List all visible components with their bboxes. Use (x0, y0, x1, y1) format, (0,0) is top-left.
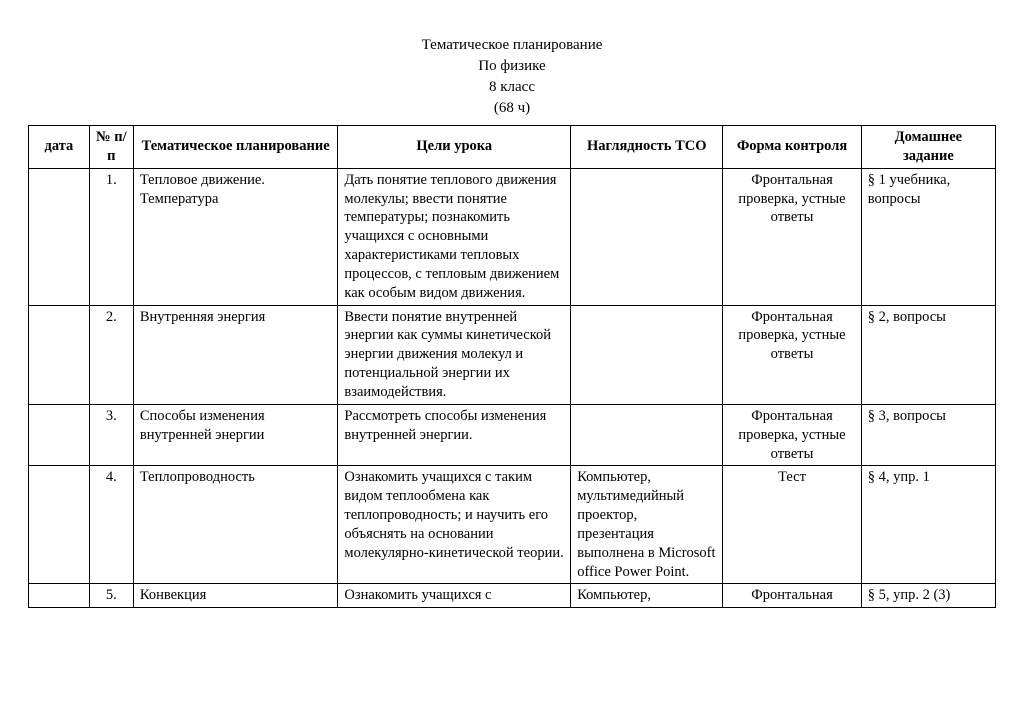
cell-goals: Дать понятие теплового движения молекулы… (338, 168, 571, 305)
cell-tso: Компьютер, (571, 584, 723, 608)
cell-num: 4. (89, 466, 133, 584)
cell-homework: § 3, вопросы (861, 404, 995, 466)
cell-topic: Теплопроводность (133, 466, 338, 584)
cell-tso (571, 404, 723, 466)
cell-date (29, 305, 90, 404)
cell-topic: Внутренняя энергия (133, 305, 338, 404)
cell-goals: Ознакомить учащихся с таким видом теплоо… (338, 466, 571, 584)
cell-control: Тест (723, 466, 861, 584)
cell-homework: § 1 учебника, вопросы (861, 168, 995, 305)
cell-goals: Ознакомить учащихся с (338, 584, 571, 608)
header-num: № п/п (89, 126, 133, 169)
header-tso: Наглядность ТСО (571, 126, 723, 169)
table-header-row: дата № п/п Тематическое планирование Цел… (29, 126, 996, 169)
cell-control: Фронтальная (723, 584, 861, 608)
cell-goals: Рассмотреть способы изменения внутренней… (338, 404, 571, 466)
cell-num: 3. (89, 404, 133, 466)
header-date: дата (29, 126, 90, 169)
cell-topic: Тепловое движение. Температура (133, 168, 338, 305)
cell-tso (571, 305, 723, 404)
table-row: 3. Способы изменения внутренней энергии … (29, 404, 996, 466)
header-topic: Тематическое планирование (133, 126, 338, 169)
planning-table: дата № п/п Тематическое планирование Цел… (28, 125, 996, 608)
cell-control: Фронтальная проверка, устные ответы (723, 168, 861, 305)
cell-num: 2. (89, 305, 133, 404)
title-line-2: По физике (28, 56, 996, 77)
cell-date (29, 466, 90, 584)
cell-date (29, 584, 90, 608)
document-title-block: Тематическое планирование По физике 8 кл… (28, 35, 996, 119)
cell-date (29, 168, 90, 305)
header-goals: Цели урока (338, 126, 571, 169)
header-control: Форма контроля (723, 126, 861, 169)
table-row: 1. Тепловое движение. Температура Дать п… (29, 168, 996, 305)
header-homework: Домашнее задание (861, 126, 995, 169)
cell-homework: § 5, упр. 2 (3) (861, 584, 995, 608)
title-line-3: 8 класс (28, 77, 996, 98)
cell-topic: Конвекция (133, 584, 338, 608)
table-body: 1. Тепловое движение. Температура Дать п… (29, 168, 996, 608)
cell-num: 5. (89, 584, 133, 608)
cell-goals: Ввести понятие внутренней энергии как су… (338, 305, 571, 404)
table-row: 2. Внутренняя энергия Ввести понятие вну… (29, 305, 996, 404)
title-line-4: (68 ч) (28, 98, 996, 119)
cell-homework: § 2, вопросы (861, 305, 995, 404)
cell-date (29, 404, 90, 466)
cell-tso: Компьютер, мультимедийный проектор, през… (571, 466, 723, 584)
cell-num: 1. (89, 168, 133, 305)
cell-tso (571, 168, 723, 305)
cell-homework: § 4, упр. 1 (861, 466, 995, 584)
cell-control: Фронтальная проверка, устные ответы (723, 305, 861, 404)
table-row: 4. Теплопроводность Ознакомить учащихся … (29, 466, 996, 584)
cell-topic: Способы изменения внутренней энергии (133, 404, 338, 466)
table-row: 5. Конвекция Ознакомить учащихся с Компь… (29, 584, 996, 608)
cell-control: Фронтальная проверка, устные ответы (723, 404, 861, 466)
title-line-1: Тематическое планирование (28, 35, 996, 56)
